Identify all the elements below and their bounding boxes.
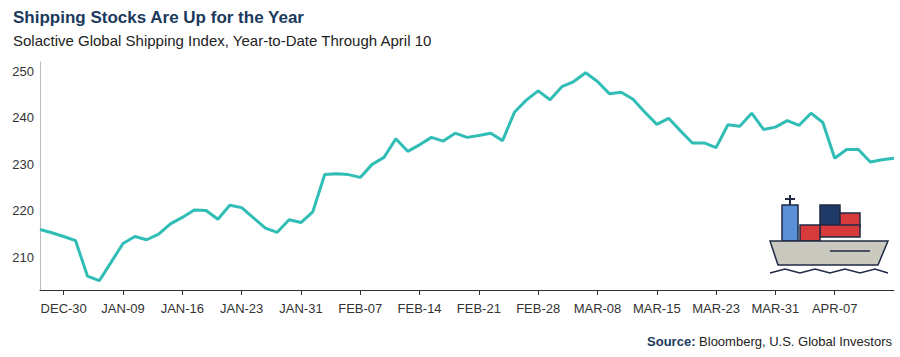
svg-text:MAR-15: MAR-15 bbox=[633, 301, 681, 316]
svg-text:Shipping Stocks Are Up for the: Shipping Stocks Are Up for the Year bbox=[13, 8, 304, 27]
svg-text:FEB-14: FEB-14 bbox=[398, 301, 442, 316]
svg-text:MAR-31: MAR-31 bbox=[752, 301, 800, 316]
svg-text:210: 210 bbox=[12, 250, 34, 265]
svg-text:MAR-08: MAR-08 bbox=[574, 301, 622, 316]
svg-text:Source:: Source: bbox=[647, 334, 695, 349]
svg-text:FEB-21: FEB-21 bbox=[457, 301, 501, 316]
svg-text:DEC-30: DEC-30 bbox=[41, 301, 87, 316]
svg-text:240: 240 bbox=[12, 110, 34, 125]
svg-text:FEB-28: FEB-28 bbox=[516, 301, 560, 316]
svg-text:JAN-16: JAN-16 bbox=[161, 301, 204, 316]
svg-text:APR-07: APR-07 bbox=[812, 301, 858, 316]
svg-text:JAN-31: JAN-31 bbox=[279, 301, 322, 316]
svg-text:MAR-23: MAR-23 bbox=[692, 301, 740, 316]
svg-text:Solactive Global Shipping Inde: Solactive Global Shipping Index, Year-to… bbox=[13, 32, 431, 49]
svg-text:FEB-07: FEB-07 bbox=[338, 301, 382, 316]
svg-text:JAN-23: JAN-23 bbox=[220, 301, 263, 316]
svg-text:220: 220 bbox=[12, 203, 34, 218]
svg-text:Bloomberg, U.S. Global Investo: Bloomberg, U.S. Global Investors bbox=[695, 334, 892, 349]
svg-text:230: 230 bbox=[12, 157, 34, 172]
svg-text:JAN-09: JAN-09 bbox=[101, 301, 144, 316]
svg-text:250: 250 bbox=[12, 64, 34, 79]
